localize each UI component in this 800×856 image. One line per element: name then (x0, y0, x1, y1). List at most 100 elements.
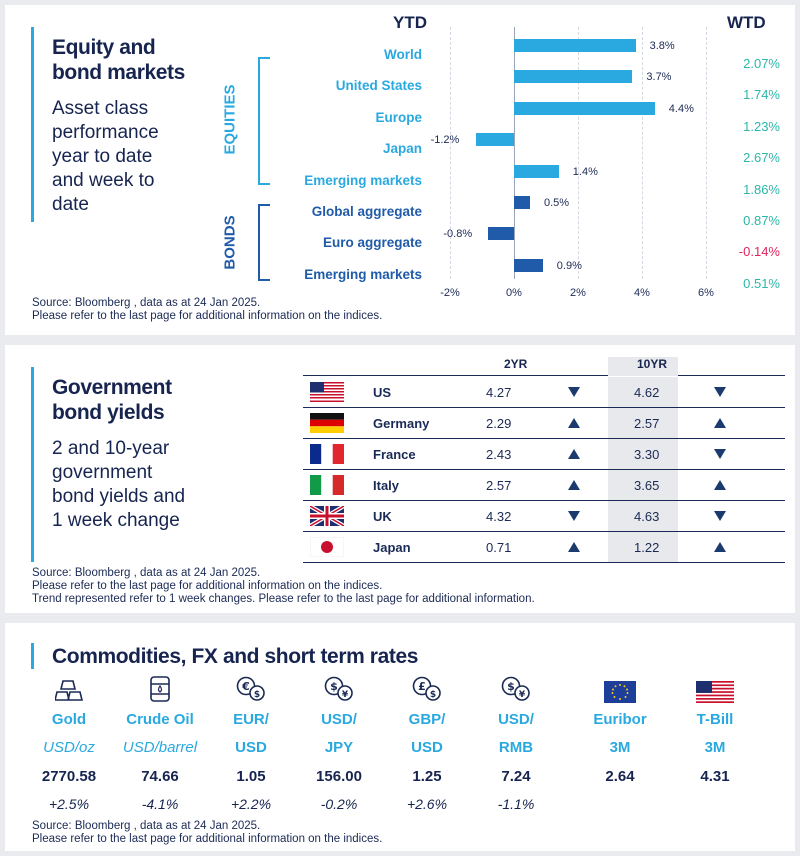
yield-row: UK 4.32 4.63 (303, 501, 785, 532)
col-10yr-shade (608, 532, 678, 562)
commodity-change: +2.5% (48, 796, 90, 812)
commodity-unit: USD (411, 739, 443, 756)
commodity-unit: USD (235, 739, 267, 756)
ytd-bar (514, 70, 633, 84)
yield-row: US 4.27 4.62 (303, 377, 785, 408)
commodity-change: -1.1% (497, 796, 535, 812)
wtd-value: 1.74% (743, 87, 780, 103)
category-label: Japan (382, 141, 422, 157)
commodity-name: Crude Oil (126, 711, 194, 728)
commodity-change: -4.1% (141, 796, 179, 812)
source-line: Please refer to the last page for additi… (32, 310, 383, 322)
ytd-value-label: 4.4% (668, 102, 694, 115)
category-label: World (384, 47, 422, 62)
col-10yr-shade (608, 357, 678, 376)
commodity-name: USD/ (321, 711, 357, 728)
commodity-name: EUR/ (233, 711, 269, 728)
fx-usd-rmb: $ ¥ USD/ RMB 7.24 -1.1% (471, 673, 561, 813)
panel-subtitle: Asset class performance year to date and… (52, 97, 159, 217)
trend-2yr-up-icon (568, 480, 580, 490)
commodity-unit: USD/barrel (122, 739, 198, 756)
x-tick-label: 6% (698, 287, 714, 299)
yield-10yr: 4.62 (634, 385, 660, 400)
commodity-value: 74.66 (141, 768, 179, 785)
yield-row: France 2.43 3.30 (303, 439, 785, 470)
bonds-label: BONDS (221, 215, 239, 270)
commodity-unit: USD/oz (43, 739, 95, 756)
source-line: Source: Bloomberg , data as at 24 Jan 20… (32, 820, 261, 832)
svg-text:$: $ (254, 690, 260, 700)
commodity-crude-oil: Crude Oil USD/barrel 74.66 -4.1% (115, 673, 205, 813)
trend-2yr-down-icon (568, 511, 580, 521)
title-line: Equity and (52, 36, 156, 59)
japan-flag-icon (310, 537, 344, 557)
country-name: Germany (373, 416, 430, 431)
accent-bar (31, 367, 34, 562)
yield-10yr: 4.63 (634, 509, 660, 524)
country-name: US (373, 385, 392, 400)
gold-bars-icon (24, 673, 114, 703)
category-label: Europe (375, 109, 422, 125)
country-name: Japan (373, 540, 411, 555)
category-label: Global aggregate (311, 204, 422, 219)
rate-euribor: Euribor 3M 2.64 (575, 673, 665, 786)
yield-row: Italy 2.57 3.65 (303, 470, 785, 501)
source-note: Source: Bloomberg , data as at 24 Jan 20… (32, 567, 535, 606)
commodity-unit: 3M (609, 739, 631, 756)
x-tick-label: 2% (570, 287, 586, 299)
wtd-value: 1.23% (743, 118, 780, 134)
commodity-change: -0.2% (320, 796, 358, 812)
ytd-value-label: 1.4% (572, 165, 598, 178)
euro-dollar-exchange-icon: € $ (206, 673, 296, 703)
trend-10yr-up-icon (714, 542, 726, 552)
commodity-change: +2.6% (406, 796, 448, 812)
commodity-value: 156.00 (316, 768, 362, 785)
col-2yr-header: 2YR (504, 357, 528, 371)
equity-bond-panel: Equity and bond markets Asset class perf… (5, 5, 795, 335)
trend-2yr-down-icon (568, 387, 580, 397)
eu-flag-icon (575, 673, 665, 703)
commodity-name: GBP/ (408, 711, 446, 728)
yield-10yr: 3.30 (634, 447, 660, 462)
fx-usd-jpy: $ ¥ USD/ JPY 156.00 -0.2% (294, 673, 384, 813)
source-line: Please refer to the last page for additi… (32, 833, 383, 845)
dollar-yen-exchange-icon: $ ¥ (294, 673, 384, 703)
commodity-gold: Gold USD/oz 2770.58 +2.5% (24, 673, 114, 813)
wtd-value: 2.67% (743, 150, 780, 166)
ytd-bar (514, 258, 543, 272)
svg-text:¥: ¥ (519, 690, 526, 700)
accent-bar (31, 27, 34, 222)
accent-bar (31, 643, 34, 669)
us-flag-icon (310, 382, 344, 402)
trend-2yr-up-icon (568, 418, 580, 428)
title-line: bond yields (52, 401, 165, 424)
svg-text:€: € (241, 680, 250, 693)
trend-10yr-down-icon (714, 387, 726, 397)
fx-eur-usd: € $ EUR/ USD 1.05 +2.2% (206, 673, 296, 813)
yield-2yr: 4.32 (486, 509, 512, 524)
pound-dollar-exchange-icon: £ $ (382, 673, 472, 703)
svg-text:£: £ (418, 680, 426, 693)
subtitle-line: and week to (52, 170, 155, 191)
commodity-value: 1.25 (412, 768, 442, 785)
panel-title: Government bond yields (52, 375, 172, 425)
equities-label: EQUITIES (221, 84, 239, 155)
ytd-value-label: 0.9% (556, 259, 582, 272)
yield-10yr: 3.65 (634, 478, 660, 493)
wtd-value: 2.07% (743, 56, 780, 71)
country-name: Italy (373, 478, 400, 493)
wtd-value: 0.51% (743, 275, 780, 291)
rate-tbill: T-Bill 3M 4.31 (670, 673, 760, 786)
trend-2yr-up-icon (568, 449, 580, 459)
us-flag-icon (670, 673, 760, 703)
ytd-bar (488, 227, 514, 241)
col-10yr-shade (608, 501, 678, 531)
commodity-unit: RMB (498, 739, 534, 756)
trend-10yr-up-icon (714, 418, 726, 428)
panel-subtitle: 2 and 10-year government bond yields and… (52, 437, 185, 533)
uk-flag-icon (310, 506, 344, 526)
ytd-bar (514, 164, 559, 178)
category-label: United States (335, 78, 422, 94)
commodity-value: 7.24 (501, 768, 531, 785)
subtitle-line: government (52, 462, 153, 483)
